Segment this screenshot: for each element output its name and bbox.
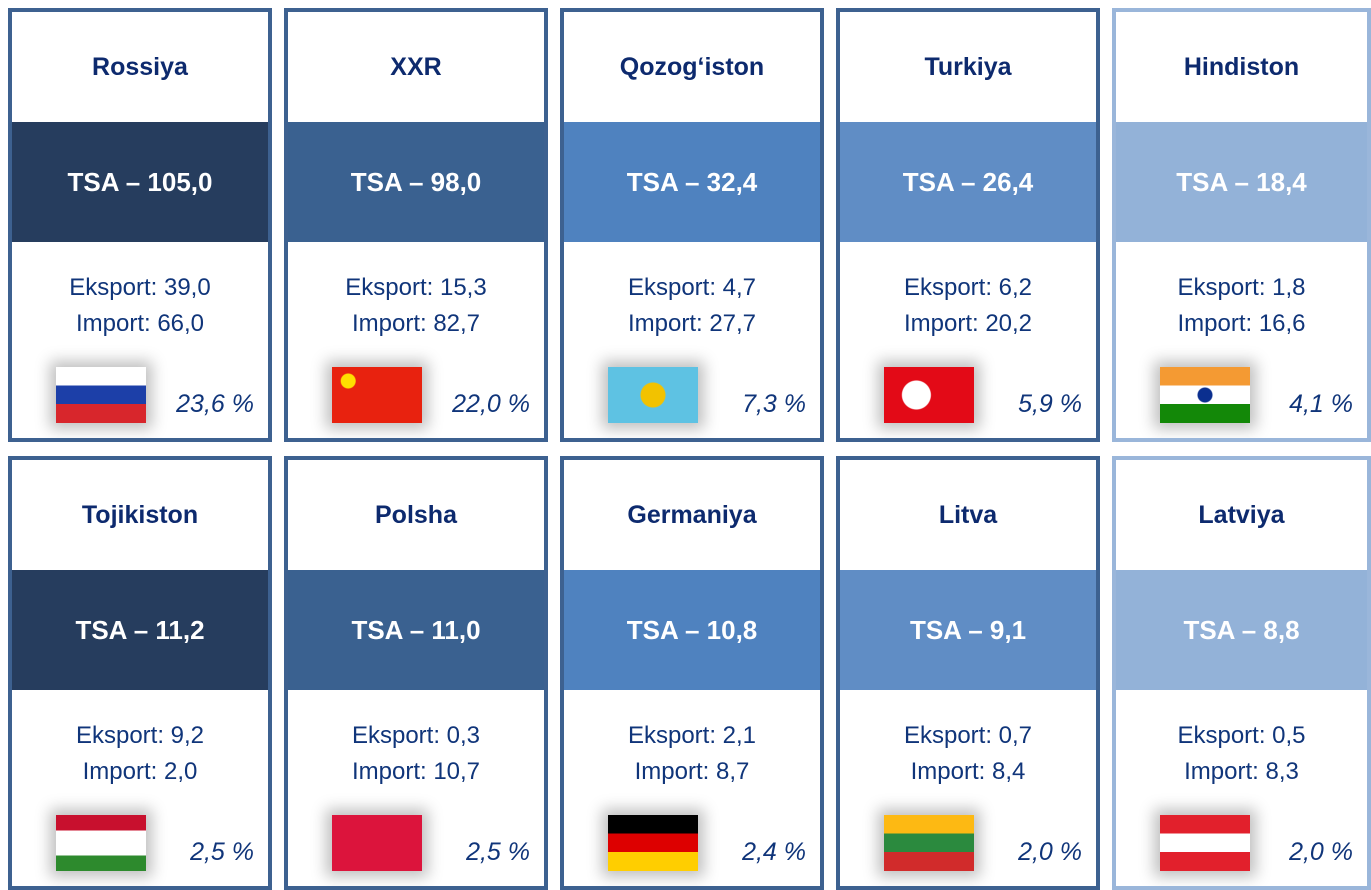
country-card: Latviya TSA – 8,8 Eksport: 0,5 Import: 8,3 2…	[1112, 456, 1371, 890]
country-card: Qozog‘iston TSA – 32,4 Eksport: 4,7 Import:…	[560, 8, 824, 442]
country-name: Rossiya	[92, 52, 188, 81]
share-percent: 4,1 %	[1289, 390, 1353, 418]
tsa-total: TSA – 98,0	[288, 122, 544, 242]
export-value: Eksport: 0,5	[1177, 722, 1306, 749]
country-flag	[56, 367, 146, 423]
tsa-total: TSA – 18,4	[1116, 122, 1367, 242]
tsa-total: TSA – 11,2	[12, 570, 268, 690]
country-name: Polsha	[375, 500, 457, 529]
share-percent: 23,6 %	[176, 390, 254, 418]
export-value: Eksport: 2,1	[627, 722, 757, 749]
country-flag	[332, 815, 422, 871]
import-value: Import: 27,7	[627, 310, 757, 337]
tsa-total: TSA – 9,1	[840, 570, 1096, 690]
share-percent: 2,0 %	[1289, 838, 1353, 866]
country-name: Litva	[938, 500, 998, 529]
country-name: Tojikiston	[81, 500, 199, 529]
tsa-total: TSA – 11,0	[288, 570, 544, 690]
import-value: Import: 8,7	[634, 758, 750, 785]
import-value: Import: 20,2	[903, 310, 1033, 337]
export-value: Eksport: 0,3	[351, 722, 481, 749]
country-flag	[1160, 815, 1250, 871]
export-value: Eksport: 9,2	[75, 722, 205, 749]
share-percent: 2,4 %	[742, 838, 806, 866]
export-value: Eksport: 39,0	[69, 274, 211, 301]
share-percent: 2,0 %	[1018, 838, 1082, 866]
country-flag	[608, 367, 698, 423]
country-flag	[1160, 367, 1250, 423]
export-value: Eksport: 1,8	[1177, 274, 1306, 301]
country-card: Litva TSA – 9,1 Eksport: 0,7 Import: 8,4 2,0…	[836, 456, 1100, 890]
import-value: Import: 2,0	[82, 758, 198, 785]
export-value: Eksport: 4,7	[627, 274, 757, 301]
country-flag	[884, 815, 974, 871]
share-percent: 5,9 %	[1018, 390, 1082, 418]
tsa-total: TSA – 8,8	[1116, 570, 1367, 690]
share-percent: 7,3 %	[742, 390, 806, 418]
country-name: Latviya	[1198, 500, 1285, 529]
country-name: Qozog‘iston	[619, 52, 765, 81]
share-percent: 2,5 %	[466, 838, 530, 866]
country-card: Tojikiston TSA – 11,2 Eksport: 9,2 Import: …	[8, 456, 272, 890]
share-percent: 22,0 %	[452, 390, 530, 418]
tsa-total: TSA – 32,4	[564, 122, 820, 242]
tsa-total: TSA – 10,8	[564, 570, 820, 690]
tsa-total: TSA – 105,0	[12, 122, 268, 242]
import-value: Import: 8,4	[910, 758, 1026, 785]
export-value: Eksport: 6,2	[903, 274, 1033, 301]
country-flag	[332, 367, 422, 423]
country-card: Rossiya TSA – 105,0 Eksport: 39,0 Import: 6…	[8, 8, 272, 442]
import-value: Import: 16,6	[1177, 310, 1306, 337]
country-name: XXR	[390, 52, 442, 81]
export-value: Eksport: 0,7	[903, 722, 1033, 749]
country-flag	[884, 367, 974, 423]
import-value: Import: 66,0	[75, 310, 205, 337]
import-value: Import: 8,3	[1184, 758, 1299, 785]
country-name: Turkiya	[924, 52, 1012, 81]
country-card: XXR TSA – 98,0 Eksport: 15,3 Import: 82,7 22…	[284, 8, 548, 442]
import-value: Import: 82,7	[351, 310, 481, 337]
share-percent: 2,5 %	[190, 838, 254, 866]
country-card: Hindiston TSA – 18,4 Eksport: 1,8 Import: 1…	[1112, 8, 1371, 442]
import-value: Import: 10,7	[351, 758, 481, 785]
country-flag	[608, 815, 698, 871]
country-name: Hindiston	[1183, 52, 1300, 81]
country-flag	[56, 815, 146, 871]
tsa-total: TSA – 26,4	[840, 122, 1096, 242]
country-card: Polsha TSA – 11,0 Eksport: 0,3 Import: 10,7…	[284, 456, 548, 890]
country-name: Germaniya	[627, 500, 757, 529]
export-value: Eksport: 15,3	[345, 274, 487, 301]
country-card: Germaniya TSA – 10,8 Eksport: 2,1 Import: 8…	[560, 456, 824, 890]
country-card: Turkiya TSA – 26,4 Eksport: 6,2 Import: 20,…	[836, 8, 1100, 442]
